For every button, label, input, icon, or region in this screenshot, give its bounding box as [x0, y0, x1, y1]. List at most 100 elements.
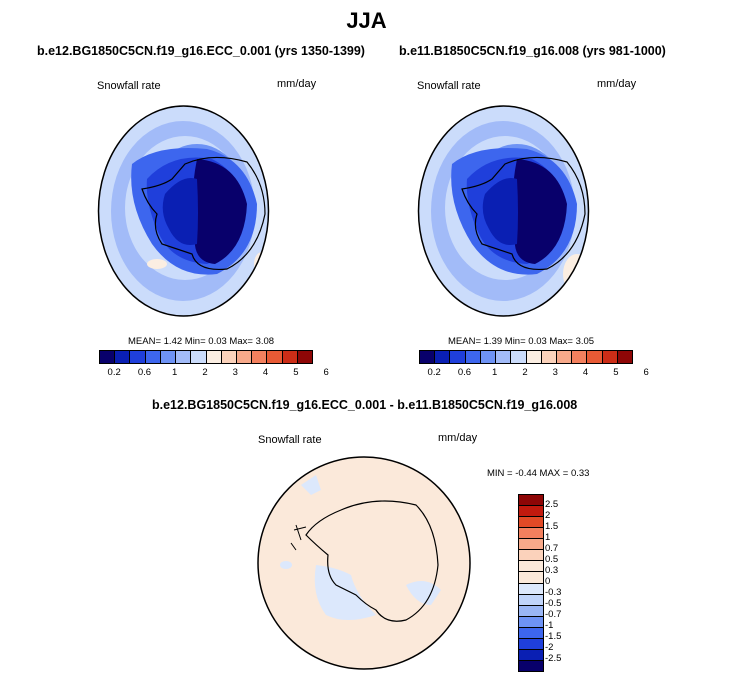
colorbar-tick-label: 6: [323, 367, 329, 378]
colorbar-swatch: [435, 351, 451, 363]
colorbar-tick-label: -0.7: [545, 609, 562, 620]
colorbar-swatch: [511, 351, 527, 363]
colorbar-swatch: [519, 572, 543, 584]
colorbar-tick-label: 0: [545, 576, 551, 587]
figure-title: JJA: [346, 8, 387, 33]
colorbar-tick-label: -0.3: [545, 587, 562, 598]
colorbar-tick-label: -0.5: [545, 598, 562, 609]
colorbar-swatch: [267, 351, 283, 363]
colorbar-swatch: [519, 539, 543, 551]
colorbar-swatch: [130, 351, 146, 363]
panel-2-units: mm/day: [597, 78, 637, 90]
colorbar-tick-label: 0.5: [545, 554, 559, 565]
colorbar-swatch: [480, 351, 497, 363]
colorbar-swatch: [160, 351, 177, 363]
colorbar-tick-label: 5: [613, 367, 619, 378]
diff-panel-units: mm/day: [438, 432, 478, 444]
panel-2-map: [417, 105, 590, 317]
panel-1-min-label: Min=: [184, 336, 206, 347]
colorbar-swatch: [526, 351, 542, 363]
colorbar-tick-label: 1: [172, 367, 178, 378]
colorbar-swatch: [519, 649, 543, 661]
colorbar-swatch: [236, 351, 253, 363]
colorbar-swatch: [617, 351, 633, 363]
panel-1-variable: Snowfall rate: [97, 80, 161, 92]
panel-2-mean-value: 1.39: [483, 336, 503, 347]
colorbar-swatch: [115, 351, 131, 363]
panel-1-max-value: 3.08: [255, 336, 275, 347]
colorbar-swatch: [465, 351, 481, 363]
panel-1-colorbar: [99, 350, 313, 364]
colorbar-swatch: [252, 351, 268, 363]
colorbar-swatch: [221, 351, 237, 363]
panel-1-units: mm/day: [277, 78, 317, 90]
colorbar-tick-label: 0.2: [427, 367, 441, 378]
panel-1-map: [97, 105, 270, 317]
panel-2-variable: Snowfall rate: [417, 80, 481, 92]
panel-1-mean-value: 1.42: [163, 336, 183, 347]
colorbar-tick-label: 0.6: [137, 367, 152, 378]
colorbar-tick-label: 2: [522, 367, 528, 378]
colorbar-swatch: [519, 638, 543, 650]
colorbar-tick-label: 3: [232, 367, 238, 378]
colorbar-tick-label: -2: [545, 642, 554, 653]
diff-min-value: -0.44: [515, 468, 537, 479]
diff-min-label: MIN =: [487, 468, 513, 479]
colorbar-tick-label: 3: [552, 367, 558, 378]
colorbar-tick-label: 0.6: [457, 367, 472, 378]
colorbar-swatch: [587, 351, 603, 363]
colorbar-swatch: [100, 351, 116, 363]
colorbar-swatch: [519, 517, 543, 529]
colorbar-swatch: [191, 351, 207, 363]
colorbar-swatch: [176, 351, 192, 363]
colorbar-tick-label: 1: [492, 367, 498, 378]
panel-2-max-label: Max=: [549, 336, 573, 347]
colorbar-swatch: [206, 351, 222, 363]
panel-2-colorbar: [419, 350, 633, 364]
colorbar-swatch: [519, 627, 543, 639]
panel-1-max-label: Max=: [229, 336, 253, 347]
colorbar-swatch: [519, 550, 543, 562]
colorbar-swatch: [496, 351, 512, 363]
panel-2-title: b.e11.B1850C5CN.f19_g16.008 (yrs 981-100…: [399, 44, 666, 58]
colorbar-swatch: [519, 528, 543, 540]
colorbar-tick-label: 1.5: [545, 521, 559, 532]
colorbar-tick-label: 2: [545, 510, 551, 521]
colorbar-swatch: [519, 506, 543, 518]
colorbar-swatch: [541, 351, 557, 363]
colorbar-tick-label: 4: [582, 367, 589, 378]
diff-panel-title: b.e12.BG1850C5CN.f19_g16.ECC_0.001 - b.e…: [152, 398, 578, 412]
colorbar-swatch: [450, 351, 466, 363]
colorbar-swatch: [572, 351, 588, 363]
diff-colorbar: [518, 494, 544, 672]
panel-2-max-value: 3.05: [575, 336, 595, 347]
colorbar-tick-label: 6: [643, 367, 649, 378]
colorbar-swatch: [519, 583, 543, 595]
diff-panel-variable: Snowfall rate: [258, 434, 322, 446]
colorbar-tick-label: -2.5: [545, 653, 562, 664]
colorbar-tick-label: 2.5: [545, 499, 559, 510]
colorbar-swatch: [420, 351, 436, 363]
panel-2-min-label: Min=: [504, 336, 526, 347]
colorbar-tick-label: 0.7: [545, 543, 559, 554]
colorbar-tick-label: -1.5: [545, 631, 562, 642]
colorbar-tick-label: 0.3: [545, 565, 559, 576]
colorbar-tick-label: 0.2: [107, 367, 121, 378]
colorbar-swatch: [519, 605, 543, 617]
panel-2-colorbar-labels: 0.2 0.6 1 2 3 4 5 6: [419, 367, 649, 379]
colorbar-swatch: [519, 660, 543, 671]
panel-2-mean-label: MEAN=: [448, 336, 481, 347]
diff-panel-map: [257, 456, 471, 670]
panel-1-mean-label: MEAN=: [128, 336, 161, 347]
diff-max-value: 0.33: [570, 468, 590, 479]
colorbar-tick-label: 1: [545, 532, 551, 543]
colorbar-swatch: [282, 351, 298, 363]
colorbar-swatch: [556, 351, 573, 363]
colorbar-tick-label: -1: [545, 620, 554, 631]
colorbar-swatch: [519, 594, 543, 606]
colorbar-swatch: [297, 351, 313, 363]
panel-1-colorbar-labels: 0.2 0.6 1 2 3 4 5 6: [99, 367, 329, 379]
panel-2-min-value: 0.03: [528, 336, 547, 347]
colorbar-swatch: [519, 616, 543, 628]
colorbar-swatch: [519, 495, 543, 507]
